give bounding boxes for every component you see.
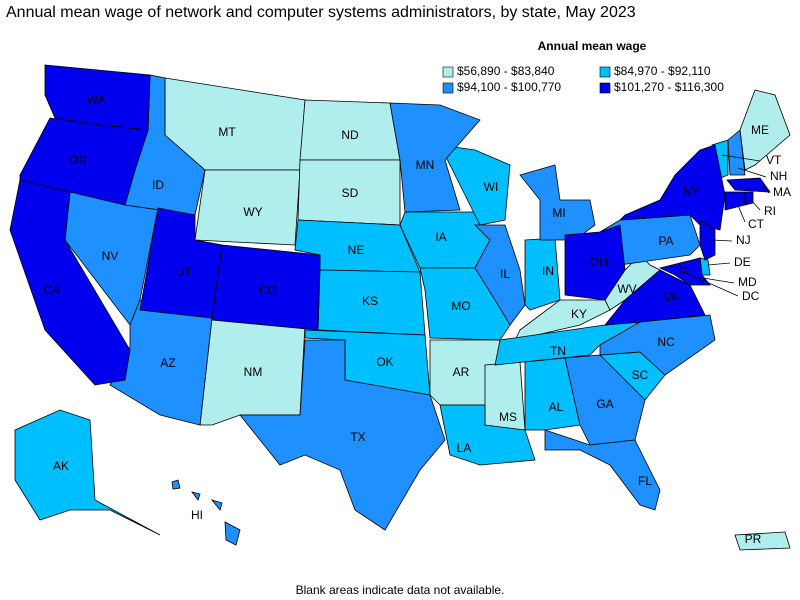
state-label: NJ bbox=[736, 233, 751, 247]
state bbox=[9, 179, 131, 386]
state-label: WV bbox=[617, 282, 636, 296]
state-label: MN bbox=[416, 158, 435, 172]
state-label: WY bbox=[243, 205, 262, 219]
state-label: IL bbox=[500, 267, 510, 281]
state bbox=[727, 129, 746, 176]
legend-label: $101,270 - $116,300 bbox=[614, 80, 724, 94]
state bbox=[389, 102, 481, 213]
state-label: WI bbox=[484, 180, 499, 194]
state bbox=[171, 479, 241, 546]
state-label: SC bbox=[632, 368, 649, 382]
state-label: HI bbox=[191, 508, 203, 522]
state-label: MA bbox=[773, 185, 791, 199]
state-label: OH bbox=[590, 255, 608, 269]
state-label: SD bbox=[342, 186, 359, 200]
state bbox=[474, 224, 526, 326]
state-label: TX bbox=[350, 430, 365, 444]
state-label: CT bbox=[748, 217, 765, 231]
state bbox=[109, 299, 213, 426]
map-title: Annual mean wage of network and computer… bbox=[6, 4, 636, 21]
state bbox=[544, 429, 661, 511]
state-label: NC bbox=[657, 335, 675, 349]
leader-line bbox=[683, 271, 739, 297]
leader-line bbox=[721, 154, 761, 162]
state-label: TN bbox=[550, 344, 566, 358]
legend-label: $56,890 - $83,840 bbox=[457, 64, 555, 78]
state-label: LA bbox=[457, 441, 472, 455]
legend-swatch bbox=[599, 82, 611, 94]
state-label: AL bbox=[549, 400, 564, 414]
state-label: DC bbox=[742, 289, 760, 303]
legend-label: $94,100 - $100,770 bbox=[457, 80, 561, 94]
legend-swatch bbox=[442, 82, 454, 94]
state-label: IA bbox=[435, 230, 446, 244]
state-label: AK bbox=[53, 459, 69, 473]
state bbox=[564, 224, 626, 301]
legend: $56,890 - $83,840 $84,970 - $92,110 $94,10… bbox=[442, 64, 724, 94]
state-label: CA bbox=[44, 283, 61, 297]
state-label: DE bbox=[734, 255, 751, 269]
legend-swatch bbox=[442, 66, 454, 78]
legend-label: $84,970 - $92,110 bbox=[614, 64, 711, 78]
state bbox=[239, 339, 446, 531]
state bbox=[744, 191, 754, 206]
footnote: Blank areas indicate data not available. bbox=[296, 583, 505, 597]
state bbox=[724, 191, 746, 211]
state bbox=[699, 219, 716, 261]
state-label: NE bbox=[348, 243, 365, 257]
state bbox=[604, 254, 661, 311]
leader-line bbox=[736, 202, 746, 223]
state-label: NY bbox=[683, 184, 700, 198]
state-label: NM bbox=[244, 365, 263, 379]
state bbox=[734, 531, 791, 551]
state-label: GA bbox=[596, 397, 613, 411]
state-label: OK bbox=[376, 355, 393, 369]
leader-line bbox=[711, 239, 733, 242]
state-label: FL bbox=[638, 474, 652, 488]
state-label: KS bbox=[362, 294, 378, 308]
state-label: MO bbox=[451, 299, 470, 313]
state-label: NV bbox=[102, 249, 119, 263]
state-label: NH bbox=[770, 169, 787, 183]
state-label: AZ bbox=[160, 356, 175, 370]
legend-swatch bbox=[599, 66, 611, 78]
state-label: ME bbox=[751, 123, 769, 137]
state-label: ID bbox=[152, 178, 164, 192]
state bbox=[439, 144, 511, 226]
state-label: UT bbox=[176, 265, 193, 279]
states bbox=[9, 64, 791, 551]
state-label: VT bbox=[766, 153, 782, 167]
state bbox=[14, 409, 161, 536]
state-label: CO bbox=[259, 283, 277, 297]
state-label: MD bbox=[738, 275, 757, 289]
state-label: IN bbox=[542, 264, 554, 278]
legend-title: Annual mean wage bbox=[538, 39, 647, 53]
labels: MT WY NM ND SD AR MS KY WV ME PR NE KS OK IA MO LA WI IN TN… bbox=[44, 93, 791, 546]
state-label: VA bbox=[663, 290, 678, 304]
leader-line bbox=[761, 185, 770, 194]
leader-line bbox=[737, 167, 767, 178]
state-label: WA bbox=[87, 93, 106, 107]
state-label: RI bbox=[764, 204, 776, 218]
state bbox=[519, 164, 596, 241]
state-label: KY bbox=[571, 307, 587, 321]
state-label: PA bbox=[658, 234, 673, 248]
state-label: MI bbox=[552, 206, 565, 220]
state bbox=[194, 169, 301, 246]
leader-line bbox=[707, 262, 731, 266]
state bbox=[439, 404, 536, 466]
state bbox=[524, 357, 581, 431]
leader-line bbox=[750, 199, 761, 211]
state-label: PR bbox=[745, 532, 762, 546]
state-label: AR bbox=[453, 365, 470, 379]
state-label: MS bbox=[499, 410, 517, 424]
state bbox=[726, 177, 771, 193]
state-label: MT bbox=[218, 125, 236, 139]
state-label: ND bbox=[341, 128, 359, 142]
state-label: OR bbox=[69, 153, 87, 167]
state bbox=[211, 244, 321, 331]
leader-line bbox=[702, 277, 735, 284]
